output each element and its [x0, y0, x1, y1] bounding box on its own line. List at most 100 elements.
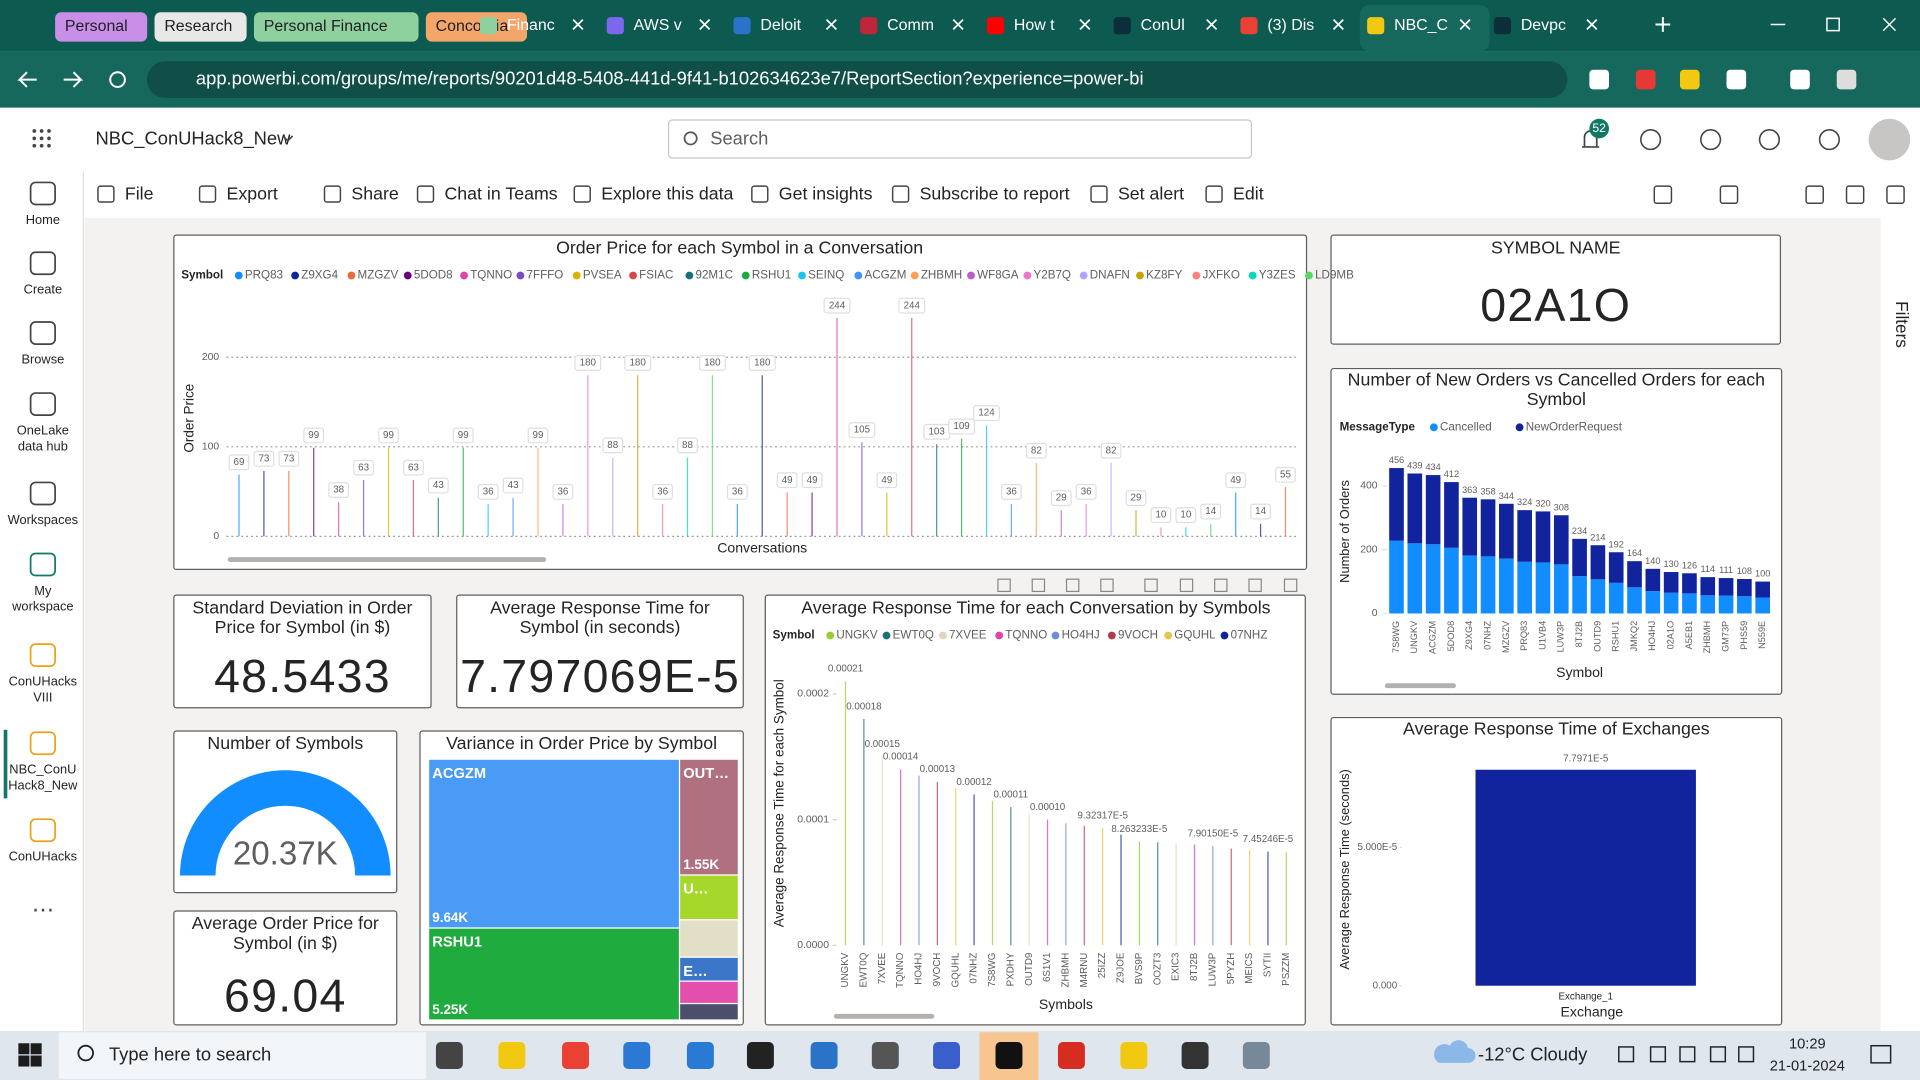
card-value: 69.04: [224, 969, 347, 1021]
tab-title[interactable]: (3) Dis: [1267, 17, 1314, 34]
header-icon[interactable]: [1640, 129, 1662, 151]
header-icon[interactable]: [1818, 129, 1840, 151]
data-label: 0.00018: [846, 701, 882, 712]
tab-close[interactable]: [952, 18, 964, 30]
tab-close[interactable]: [1586, 18, 1598, 30]
tab-title[interactable]: Deloit: [760, 17, 801, 34]
y-tick-label: 200: [1360, 544, 1378, 555]
nav-label[interactable]: Hack8_New: [8, 778, 78, 793]
toolbar-icon: [198, 185, 217, 203]
data-label: 0.00015: [865, 739, 901, 750]
data-label: 99: [533, 430, 544, 441]
nav-label[interactable]: My: [34, 583, 52, 598]
taskbar-search-text[interactable]: Type here to search: [109, 1043, 271, 1064]
bar-segment: [1444, 482, 1459, 548]
tab-close[interactable]: [699, 18, 711, 30]
nav-label[interactable]: Browse: [21, 351, 64, 366]
extension-icon[interactable]: [1836, 69, 1857, 90]
filters-label[interactable]: Filters: [1892, 301, 1912, 348]
data-label: 105: [854, 425, 871, 436]
nav-label[interactable]: VIII: [33, 689, 52, 704]
header-icon[interactable]: [1700, 129, 1722, 151]
tab-title[interactable]: Comm: [887, 17, 934, 34]
tab-close[interactable]: [1206, 18, 1218, 30]
data-label: 36: [657, 486, 668, 497]
toolbar-button[interactable]: Set alert: [1118, 183, 1184, 203]
header-icon[interactable]: [1758, 129, 1780, 151]
tab-close[interactable]: [1332, 18, 1344, 30]
tab-group-label[interactable]: Concordia: [436, 18, 509, 35]
tab-close[interactable]: [572, 18, 584, 30]
legend-swatch: [1515, 423, 1524, 432]
tab-title[interactable]: NBC_C: [1394, 17, 1448, 34]
bar-segment: [1389, 468, 1404, 541]
tab-close[interactable]: [1459, 18, 1471, 30]
report-name[interactable]: NBC_ConUHack8_New: [96, 127, 292, 149]
nav-icon[interactable]: [29, 392, 56, 416]
toolbar-button[interactable]: Explore this data: [601, 183, 733, 203]
start-logo: [18, 1055, 30, 1067]
start-logo: [30, 1043, 42, 1055]
nav-active-indicator: [3, 729, 8, 799]
nav-label[interactable]: Workspaces: [8, 512, 78, 527]
data-label-bg: [698, 354, 726, 371]
app-launcher-dot: [47, 136, 51, 141]
tab-group-label[interactable]: Research: [164, 18, 232, 35]
bar-segment: [1663, 592, 1679, 614]
tab-close[interactable]: [1079, 18, 1091, 30]
nav-label[interactable]: ConUHacks: [9, 849, 78, 864]
new-tab[interactable]: [1655, 17, 1671, 32]
nav-label[interactable]: ConUHacks: [9, 673, 78, 688]
toolbar-button[interactable]: Subscribe to report: [920, 183, 1070, 203]
tab-group-label[interactable]: Personal Finance: [264, 18, 388, 35]
card: [173, 594, 432, 709]
left-nav: [0, 171, 84, 1032]
tab-close[interactable]: [825, 18, 837, 30]
toolbar-button[interactable]: Edit: [1233, 183, 1264, 203]
nav-label[interactable]: workspace: [11, 599, 73, 614]
extension-icon[interactable]: [1635, 69, 1656, 90]
data-label-bg: [378, 427, 399, 444]
tab-title[interactable]: How t: [1014, 17, 1055, 34]
toolbar-button[interactable]: Chat in Teams: [444, 183, 557, 203]
nav-icon[interactable]: [29, 481, 56, 506]
nav-icon[interactable]: [29, 731, 56, 756]
nav-label[interactable]: OneLake: [17, 422, 69, 437]
extension-icon[interactable]: [1726, 69, 1747, 90]
data-label-bg: [402, 459, 424, 476]
tray-icon: [1679, 1046, 1696, 1063]
toolbar-button[interactable]: Get insights: [779, 183, 873, 203]
x-tick-label: GQUHL: [950, 952, 961, 987]
search-placeholder[interactable]: Search: [710, 127, 768, 148]
tab-title[interactable]: ConUl: [1141, 17, 1185, 34]
legend-item: KZ8FY: [1146, 269, 1182, 282]
nav-icon[interactable]: [29, 643, 56, 667]
nav-label[interactable]: data hub: [18, 438, 68, 453]
data-label-bg: [502, 477, 524, 494]
extension-icon[interactable]: [1680, 69, 1700, 90]
nav-label[interactable]: Create: [24, 282, 63, 297]
nav-label[interactable]: NBC_ConU: [9, 762, 76, 777]
legend-item: Y3ZES: [1259, 269, 1296, 282]
tab-title[interactable]: AWS v: [634, 17, 682, 34]
nav-label[interactable]: Home: [26, 212, 60, 227]
legend-swatch: [403, 271, 412, 280]
nav-icon[interactable]: [29, 251, 56, 276]
tab-title[interactable]: Devpc: [1521, 17, 1566, 34]
nav-icon[interactable]: [29, 181, 56, 206]
toolbar-button[interactable]: Export: [227, 183, 278, 203]
bar-segment: [1553, 564, 1569, 614]
extension-icon[interactable]: [1790, 69, 1810, 90]
data-label: 55: [1280, 469, 1291, 480]
toolbar-button[interactable]: Share: [351, 183, 398, 203]
bar-segment: [1682, 593, 1697, 614]
tab-title[interactable]: Financ: [507, 17, 555, 34]
toolbar-button[interactable]: File: [125, 183, 154, 203]
legend-item: RSHU1: [752, 269, 791, 282]
nav-icon[interactable]: [29, 818, 56, 843]
bar-segment: [1462, 497, 1478, 556]
extension-icon[interactable]: [1589, 69, 1609, 90]
nav-icon[interactable]: [29, 552, 56, 577]
tab-group-label[interactable]: Personal: [65, 18, 128, 35]
nav-icon[interactable]: [29, 321, 56, 345]
